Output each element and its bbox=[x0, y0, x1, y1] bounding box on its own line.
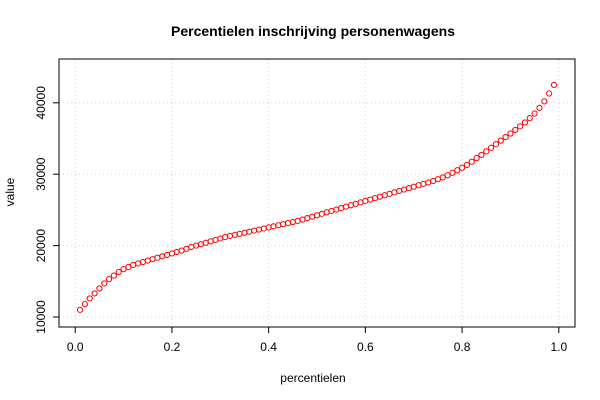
data-point bbox=[241, 229, 248, 236]
data-point bbox=[76, 306, 84, 313]
data-point bbox=[487, 144, 495, 151]
data-point bbox=[483, 148, 490, 155]
data-point bbox=[521, 119, 529, 126]
data-point bbox=[86, 295, 93, 302]
data-point bbox=[550, 81, 558, 89]
data-point bbox=[91, 290, 98, 297]
data-point bbox=[492, 141, 500, 148]
data-point bbox=[115, 268, 122, 276]
data-point bbox=[96, 285, 103, 292]
chart-title: Percentielen inschrijving personenwagens bbox=[171, 23, 455, 39]
data-point bbox=[284, 220, 292, 227]
data-point bbox=[463, 161, 471, 169]
data-point bbox=[458, 164, 466, 171]
x-tick-label-2: 0.4 bbox=[260, 340, 277, 354]
y-tick-label-1: 20000 bbox=[34, 229, 48, 263]
data-point bbox=[507, 130, 514, 137]
y-tick-label-2: 30000 bbox=[34, 157, 48, 191]
data-point bbox=[289, 218, 296, 226]
data-point bbox=[260, 225, 267, 232]
data-point bbox=[110, 272, 117, 279]
data-point bbox=[101, 280, 108, 287]
x-tick-label-4: 0.8 bbox=[454, 340, 471, 354]
data-point bbox=[280, 221, 287, 228]
plot-frame bbox=[58, 58, 576, 328]
data-point bbox=[444, 172, 451, 179]
data-point bbox=[105, 276, 113, 283]
data-point bbox=[226, 232, 234, 240]
data-point bbox=[449, 169, 456, 176]
data-point bbox=[473, 155, 480, 162]
data-point bbox=[497, 137, 504, 144]
x-axis-label: percentielen bbox=[280, 371, 345, 385]
data-point bbox=[222, 233, 229, 241]
data-point bbox=[81, 301, 88, 308]
data-point bbox=[541, 98, 548, 105]
y-tick-label-0: 10000 bbox=[34, 300, 48, 334]
data-point bbox=[512, 126, 519, 134]
data-point bbox=[536, 104, 543, 111]
data-point bbox=[468, 158, 475, 165]
y-axis-label: value bbox=[3, 177, 17, 206]
data-point bbox=[236, 230, 243, 237]
x-tick-label-1: 0.2 bbox=[164, 340, 181, 354]
y-tick-label-3: 40000 bbox=[34, 86, 48, 120]
data-point bbox=[517, 123, 524, 130]
grid-lines bbox=[59, 59, 575, 327]
x-tick-label-5: 1.0 bbox=[550, 340, 567, 354]
data-point bbox=[275, 222, 282, 229]
x-tick-label-0: 0.0 bbox=[67, 340, 84, 354]
y-axis: 10000 20000 30000 40000 bbox=[34, 86, 59, 334]
data-point bbox=[526, 115, 533, 122]
data-point bbox=[546, 90, 553, 97]
data-point bbox=[454, 167, 461, 174]
data-point bbox=[246, 228, 253, 235]
data-point bbox=[270, 223, 277, 230]
x-axis: 0.0 0.2 0.4 0.6 0.8 1.0 bbox=[67, 327, 567, 354]
data-point bbox=[231, 231, 238, 238]
data-points bbox=[76, 81, 558, 313]
data-point bbox=[478, 151, 485, 159]
data-point bbox=[502, 133, 509, 141]
x-tick-label-3: 0.6 bbox=[357, 340, 374, 354]
data-point bbox=[251, 227, 258, 234]
data-point bbox=[531, 110, 538, 117]
data-point bbox=[255, 226, 263, 233]
